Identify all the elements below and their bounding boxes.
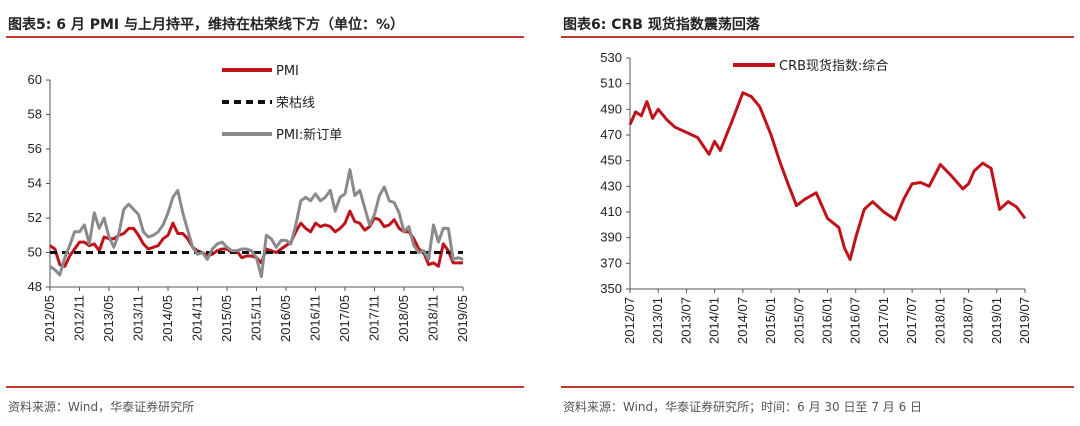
crb-chart: 350 370 390 410 430 450 470 490 510 530 2012/07 201… (600, 50, 1032, 344)
x-tick-label: 2017/05 (337, 295, 352, 342)
x-tick-label: 2016/11 (308, 295, 323, 341)
x-tick-label: 2019/01 (989, 297, 1004, 344)
y-tick-label: 60 (28, 72, 42, 87)
chart-source: 资料来源：Wind，华泰证券研究所；时间：6 月 30 日至 7 月 6 日 (563, 400, 923, 414)
y-tick-label: 48 (28, 279, 42, 294)
x-tick-label: 2017/07 (904, 297, 919, 344)
x-tick-label: 2013/05 (101, 295, 116, 342)
x-tick-label: 2014/05 (160, 295, 175, 342)
x-tick-label: 2015/11 (249, 295, 264, 341)
y-tick-label: 350 (600, 281, 622, 296)
chart-title: 图表5: 6 月 PMI 与上月持平，维持在枯荣线下方（单位：%） (8, 17, 405, 33)
x-tick-label: 2018/11 (426, 295, 441, 341)
x-tick-label: 2014/11 (190, 295, 205, 341)
chart-title: 图表6: CRB 现货指数震荡回落 (563, 17, 760, 33)
crb-chart-panel: 图表6: CRB 现货指数震荡回落 350 370 390 410 430 450 470 4… (555, 0, 1080, 426)
x-tick-label: 2014/01 (707, 297, 722, 344)
legend-label: PMI:新订单 (276, 127, 342, 143)
x-tick-label: 2015/01 (763, 297, 778, 344)
y-tick-label: 510 (600, 76, 622, 91)
source-rule (6, 386, 524, 388)
title-rule (561, 36, 1074, 38)
source-rule (561, 386, 1074, 388)
x-tick-label: 2017/01 (876, 297, 891, 344)
x-tick-label: 2017/11 (367, 295, 382, 341)
x-tick-label: 2013/07 (678, 297, 693, 344)
series-line-2 (49, 168, 464, 279)
series-line-0 (628, 91, 1027, 261)
y-tick-label: 490 (600, 101, 622, 116)
y-tick-label: 370 (600, 255, 622, 270)
legend-label: PMI (276, 64, 299, 79)
chart-source: 资料来源：Wind，华泰证券研究所 (8, 400, 195, 414)
y-tick-label: 530 (600, 50, 622, 65)
y-tick-label: 390 (600, 230, 622, 245)
x-tick-label: 2014/07 (735, 297, 750, 344)
x-tick-label: 2012/05 (42, 295, 57, 342)
title-rule (6, 36, 524, 38)
y-tick-label: 54 (28, 176, 42, 191)
y-tick-label: 430 (600, 178, 622, 193)
x-tick-label: 2018/07 (961, 297, 976, 344)
x-tick-label: 2012/11 (72, 295, 87, 341)
y-tick-label: 52 (28, 210, 42, 225)
x-tick-label: 2013/01 (650, 297, 665, 344)
x-tick-label: 2018/05 (396, 295, 411, 342)
legend-label: CRB现货指数:综合 (779, 58, 888, 74)
x-tick-label: 2018/01 (932, 297, 947, 344)
x-tick-label: 2013/11 (131, 295, 146, 341)
y-tick-label: 50 (28, 245, 42, 260)
x-tick-label: 2016/01 (820, 297, 835, 344)
x-tick-label: 2019/07 (1017, 297, 1032, 344)
pmi-chart-panel: 图表5: 6 月 PMI 与上月持平，维持在枯荣线下方（单位：%） 48 50 52… (0, 0, 530, 426)
x-tick-label: 2015/05 (219, 295, 234, 342)
x-tick-label: 2016/05 (278, 295, 293, 342)
y-tick-label: 56 (28, 141, 42, 156)
y-tick-label: 470 (600, 127, 622, 142)
legend-label: 荣枯线 (276, 96, 315, 111)
y-tick-label: 410 (600, 204, 622, 219)
x-tick-label: 2016/07 (848, 297, 863, 344)
y-tick-label: 58 (28, 107, 42, 122)
x-tick-label: 2015/07 (791, 297, 806, 344)
x-tick-label: 2019/05 (455, 295, 470, 342)
y-tick-label: 450 (600, 153, 622, 168)
pmi-chart: 48 50 52 54 56 58 60 2012/05 2012/11 2013/05 2013/… (28, 64, 470, 342)
x-tick-label: 2012/07 (622, 297, 637, 344)
